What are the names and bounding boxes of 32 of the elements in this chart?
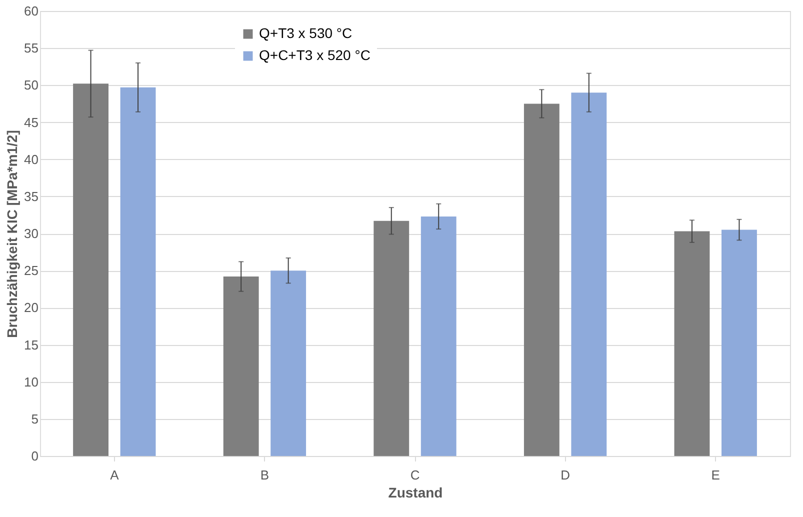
bar [571, 92, 607, 456]
x-tick-label: A [110, 468, 120, 482]
bar [270, 270, 306, 456]
y-tick-label: 50 [24, 78, 38, 93]
bar [524, 104, 560, 456]
y-tick-label: 20 [24, 300, 38, 316]
x-tick-label: E [711, 468, 720, 482]
legend-label: Q+C+T3 x 520 °C [259, 47, 370, 63]
y-tick-label: 15 [24, 337, 38, 352]
x-tick-label: C [410, 468, 420, 482]
bar [73, 84, 108, 456]
y-tick-label: 0 [31, 448, 38, 464]
y-tick-label: 35 [24, 188, 38, 204]
bar [374, 220, 410, 456]
y-tick-label: 10 [24, 374, 38, 390]
y-axis-title: Bruchzähigkeit KIC [MPa*m1/2] [4, 130, 20, 338]
bar [120, 87, 156, 456]
x-axis-title: Zustand [388, 484, 443, 500]
bar [420, 216, 456, 456]
x-tick-label: D [560, 468, 570, 482]
x-tick-label: B [260, 468, 270, 482]
bar [674, 231, 710, 456]
y-tick-label: 40 [24, 152, 38, 167]
bar [722, 230, 757, 456]
y-tick-label: 30 [24, 226, 38, 241]
legend-label: Q+T3 x 530 °C [259, 25, 352, 41]
y-tick-label: 25 [24, 263, 38, 278]
y-tick-label: 60 [24, 4, 38, 18]
y-tick-label: 45 [24, 114, 38, 130]
y-tick-label: 5 [31, 411, 38, 426]
bar [223, 276, 259, 456]
y-tick-label: 55 [24, 40, 38, 56]
